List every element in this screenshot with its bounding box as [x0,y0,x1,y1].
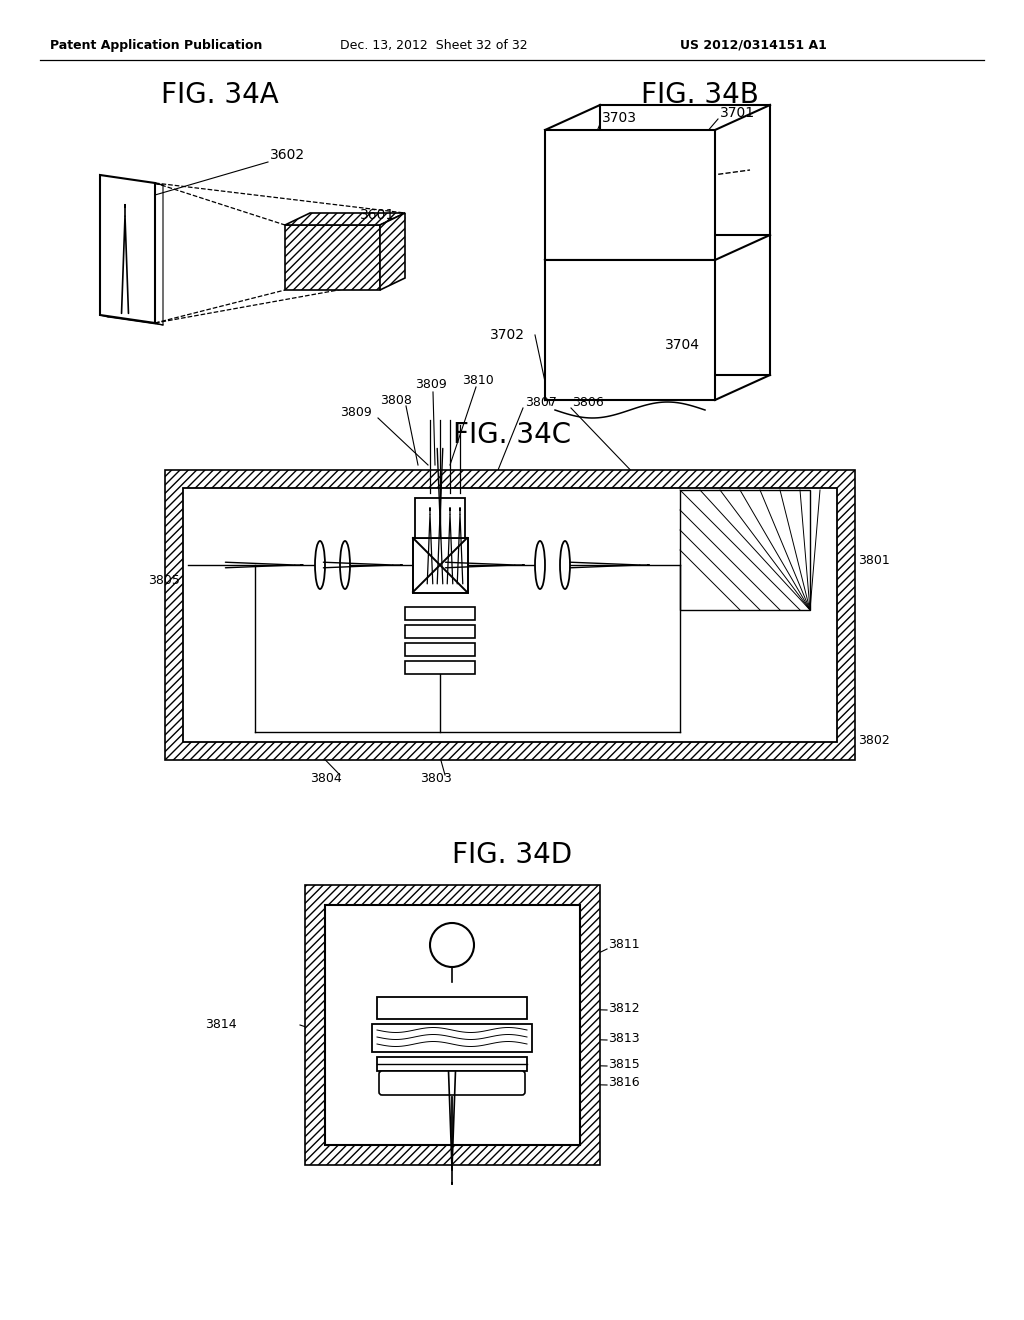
Bar [585,280,675,341]
Bar [325,906,580,1144]
Bar [680,490,810,610]
Bar [415,498,465,539]
Ellipse shape [315,541,325,589]
Text: 3704: 3704 [665,338,700,352]
Text: FIG. 34B: FIG. 34B [641,81,759,110]
Text: 3803: 3803 [420,771,452,784]
Text: 3809: 3809 [415,379,446,392]
Bar [680,490,810,610]
Text: 3701: 3701 [720,106,755,120]
Text: 3816: 3816 [608,1077,640,1089]
Bar [377,1057,527,1071]
Bar [406,607,475,620]
Text: 3807: 3807 [525,396,557,409]
FancyBboxPatch shape [379,1071,525,1096]
Bar [413,539,468,593]
Text: Dec. 13, 2012  Sheet 32 of 32: Dec. 13, 2012 Sheet 32 of 32 [340,38,527,51]
Text: 3703: 3703 [602,111,637,125]
Bar [377,997,527,1019]
Text: FIG. 34D: FIG. 34D [452,841,572,869]
Polygon shape [285,213,406,224]
Ellipse shape [560,541,570,589]
Bar [406,661,475,675]
Text: FIG. 34C: FIG. 34C [453,421,571,449]
Text: 3802: 3802 [858,734,890,747]
Circle shape [430,923,474,968]
Bar [545,260,715,400]
Text: 3601: 3601 [360,209,395,222]
Text: 3815: 3815 [608,1057,640,1071]
Bar [165,470,855,760]
Text: 3809: 3809 [340,407,372,420]
Text: 3810: 3810 [462,374,494,387]
Text: 3801: 3801 [858,553,890,566]
Text: 3813: 3813 [608,1031,640,1044]
Text: Patent Application Publication: Patent Application Publication [50,38,262,51]
Text: 3806: 3806 [572,396,604,409]
Bar [681,491,809,609]
Text: 3808: 3808 [380,393,412,407]
Text: 3805: 3805 [148,573,180,586]
Text: 3804: 3804 [310,771,342,784]
Ellipse shape [535,541,545,589]
Bar [285,224,380,290]
Text: 3702: 3702 [490,327,525,342]
Bar [406,624,475,638]
Text: 3814: 3814 [205,1019,237,1031]
Polygon shape [380,213,406,290]
Text: US 2012/0314151 A1: US 2012/0314151 A1 [680,38,826,51]
Text: 3602: 3602 [270,148,305,162]
Text: 3812: 3812 [608,1002,640,1015]
Bar [372,1024,532,1052]
Text: FIG. 34A: FIG. 34A [161,81,279,110]
Bar [406,643,475,656]
Bar [183,488,837,742]
Bar [305,884,600,1166]
Ellipse shape [340,541,350,589]
Polygon shape [100,176,155,323]
Text: 3811: 3811 [608,939,640,952]
Bar [545,129,715,260]
